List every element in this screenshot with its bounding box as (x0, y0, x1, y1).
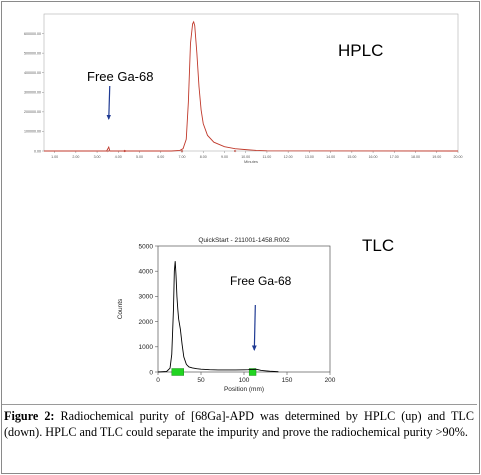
hplc-x-tick-label: 16.00 (369, 155, 378, 159)
hplc-x-tick-label: 12.00 (284, 155, 293, 159)
tlc-y-tick-label: 0 (149, 369, 153, 376)
hplc-free-ga-arrowhead (106, 115, 111, 120)
tlc-chart-title: QuickStart - 211001-1458.R002 (198, 237, 290, 244)
hplc-y-tick-label: 200000.00 (24, 110, 41, 114)
hplc-panel-label: HPLC (338, 41, 383, 60)
hplc-free-ga-arrow (108, 85, 111, 120)
caption-label: Figure 2: (4, 409, 55, 423)
tlc-x-tick-label: 150 (282, 377, 293, 384)
hplc-x-tick-label: 7.00 (179, 155, 186, 159)
hplc-x-tick-label: 4.00 (115, 155, 122, 159)
hplc-x-tick-label: 5.00 (136, 155, 143, 159)
tlc-trace (157, 261, 279, 373)
tlc-roi-regions (171, 368, 257, 376)
hplc-x-tick-label: 11.00 (263, 155, 272, 159)
hplc-x-tick-label: 20.00 (454, 155, 463, 159)
hplc-x-tick-label: 8.00 (200, 155, 207, 159)
hplc-baseline-marker (123, 149, 126, 153)
tlc-y-axis-label: Counts (117, 298, 124, 319)
hplc-plot-area (43, 13, 459, 152)
tlc-y-tick-label: 3000 (139, 294, 154, 301)
tlc-y-tick-label: 4000 (139, 269, 154, 276)
tlc-roi-region (171, 368, 185, 376)
hplc-chart-svg: 0.00 100000.00 200000.00 300000.00 400000.00… (24, 13, 463, 164)
hplc-x-tick-label: 13.00 (305, 155, 314, 159)
hplc-x-tick-label: 18.00 (411, 155, 420, 159)
tlc-x-axis-label: Position (mm) (224, 386, 264, 393)
tlc-x-tick-label: 100 (239, 377, 250, 384)
hplc-y-tick-label: 500000.00 (24, 51, 41, 55)
hplc-x-axis: 1.00 2.00 3.00 4.00 5.00 6.00 7.00 8.00 9.00 10.0… (51, 151, 463, 159)
tlc-panel-label: TLC (362, 236, 395, 255)
hplc-x-tick-label: 3.00 (94, 155, 101, 159)
hplc-x-tick-label: 17.00 (390, 155, 399, 159)
tlc-free-ga-arrow (253, 304, 256, 351)
tlc-y-axis: 0 1000 2000 3000 4000 5000 (139, 243, 158, 376)
hplc-x-tick-label: 14.00 (326, 155, 335, 159)
caption-divider (2, 404, 477, 405)
tlc-x-tick-label: 50 (197, 377, 205, 384)
hplc-y-tick-label: 300000.00 (24, 91, 41, 95)
hplc-baseline-marker (106, 149, 109, 153)
figure-caption: Figure 2: Radiochemical purity of [68Ga]… (4, 408, 474, 440)
hplc-x-tick-label: 15.00 (347, 155, 356, 159)
hplc-baseline-marker (180, 149, 184, 153)
tlc-y-tick-label: 1000 (139, 344, 154, 351)
tlc-chart-svg: QuickStart - 211001-1458.R002 0100020003… (117, 237, 336, 393)
tlc-chart: QuickStart - 211001-1458.R002 0 1000 2000 3… (100, 230, 350, 400)
tlc-free-ga-arrowhead (251, 345, 257, 351)
tlc-y-tick-label: 2000 (139, 319, 154, 326)
hplc-y-tick-label: 0.00 (34, 149, 41, 153)
hplc-x-tick-label: 6.00 (157, 155, 164, 159)
hplc-y-axis: 0.00 100000.00 200000.00 300000.00 400000.00… (24, 32, 44, 153)
hplc-x-tick-label: 9.00 (221, 155, 228, 159)
tlc-free-ga-label: Free Ga-68 (230, 274, 292, 288)
hplc-baseline-marker (233, 149, 237, 153)
hplc-free-ga-label: Free Ga-68 (87, 69, 153, 84)
hplc-y-tick-label: 100000.00 (24, 130, 41, 134)
caption-text: Radiochemical purity of [68Ga]-APD was d… (4, 409, 475, 439)
tlc-x-tick-label: 0 (156, 377, 160, 384)
hplc-x-axis-label: Minutes (244, 159, 258, 164)
tlc-x-tick-label: 200 (325, 377, 336, 384)
tlc-plot-area (157, 245, 331, 373)
tlc-x-axis: 0 50 100 150 200 (156, 372, 336, 384)
hplc-trace (44, 20, 459, 152)
hplc-y-tick-label: 600000.00 (24, 32, 41, 36)
hplc-x-tick-label: 1.00 (51, 155, 58, 159)
tlc-y-tick-label: 5000 (139, 243, 154, 250)
hplc-x-tick-label: 10.00 (241, 155, 250, 159)
tlc-roi-region (248, 368, 257, 376)
hplc-chart: 0.00 100000.00 200000.00 300000.00 400000.00… (8, 6, 473, 172)
hplc-x-tick-label: 2.00 (72, 155, 79, 159)
hplc-y-tick-label: 400000.00 (24, 71, 41, 75)
hplc-x-tick-label: 19.00 (432, 155, 441, 159)
